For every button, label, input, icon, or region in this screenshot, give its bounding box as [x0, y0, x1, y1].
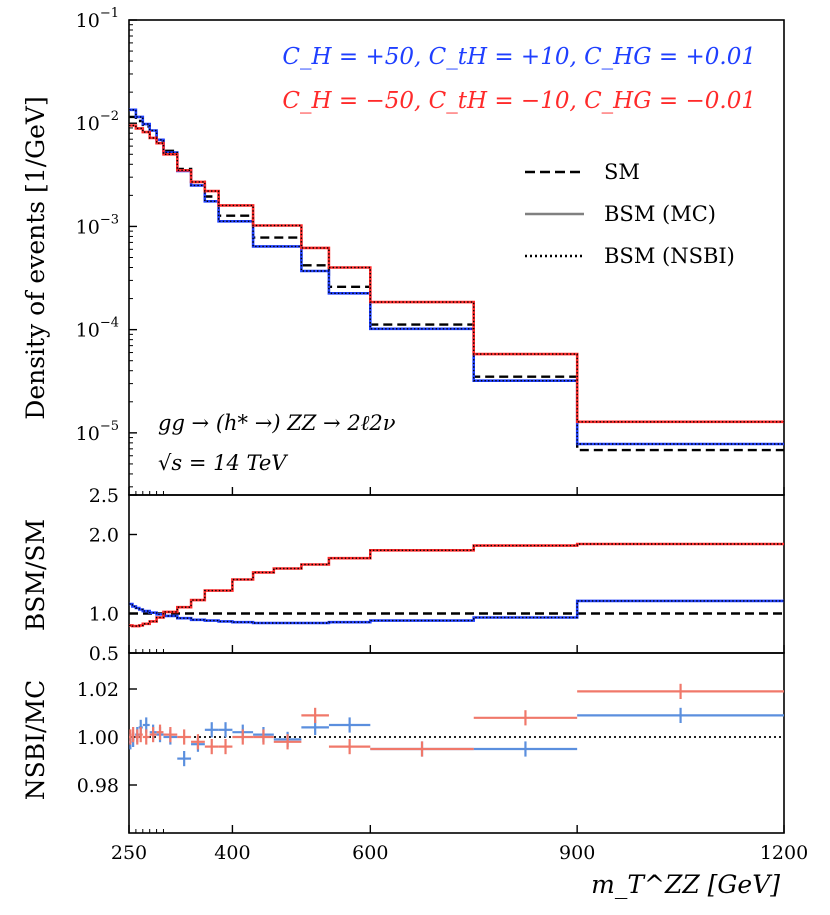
- main-series-1-mc-line: [129, 108, 784, 446]
- main-series-2-mc-line: [129, 124, 784, 424]
- ratio-y-tick-label: 0.5: [89, 643, 119, 665]
- closure-point-red: [177, 729, 192, 745]
- x-tick-label: 1200: [760, 842, 808, 864]
- closure-point-red: [131, 727, 135, 743]
- main-y-tick-label: 10−3: [76, 212, 119, 238]
- main-y-minor-ticks: [129, 24, 133, 488]
- closure-y-tick-label: 0.98: [77, 775, 119, 797]
- main-y-tick-label: 10−5: [76, 419, 119, 445]
- x-tick-label: 600: [352, 842, 388, 864]
- ratio-y-tick-label: 2.0: [89, 525, 119, 547]
- closure-ylabel: NSBI/MC: [21, 680, 50, 800]
- main-y-tick-label: 10−2: [76, 109, 119, 135]
- closure-point-red: [473, 710, 578, 726]
- main-series-2-nsbi-line: [129, 124, 784, 423]
- closure-point-red: [156, 724, 164, 740]
- closure-point-red: [253, 729, 274, 745]
- energy-annotation: √s = 14 TeV: [158, 451, 288, 475]
- closure-point-red: [142, 729, 150, 745]
- main-y-tick-label: 10−4: [76, 316, 119, 342]
- ratio-series-1-mc-line: [129, 599, 784, 625]
- process-annotation: gg → (h* →) ZZ → 2ℓ2ν: [158, 411, 396, 435]
- closure-point-red: [577, 683, 784, 699]
- ratio-series-1-nsbi-line: [129, 600, 784, 624]
- closure-point-red: [204, 739, 219, 755]
- closure-y-tick-label: 1.02: [77, 679, 119, 701]
- main-series-sm: [129, 115, 784, 452]
- closure-point-blue: [577, 707, 784, 723]
- legend: SM BSM (MC) BSM (NSBI): [525, 160, 735, 268]
- ratio-series-2-nsbi-line: [129, 543, 784, 627]
- ratio-y-ticks: 0.5 1.0 2.0 2.5: [89, 485, 137, 665]
- legend-label-bsm-mc: BSM (MC): [604, 202, 716, 226]
- x-axis-label: m_T^ZZ [GeV]: [591, 870, 780, 899]
- closure-y-ticks: 0.98 1.00 1.02: [77, 679, 137, 797]
- main-y-major-ticks: 10−1 10−2 10−3 10−4 10−5: [76, 6, 137, 445]
- closure-y-tick-label: 1.00: [77, 727, 119, 749]
- closure-point-red: [273, 734, 302, 750]
- closure-point-red: [191, 734, 205, 750]
- main-series-1-nsbi-line: [129, 109, 784, 445]
- x-tick-label: 400: [214, 842, 250, 864]
- coef-annotation-blue: C_H = +50, C_tH = +10, C_HG = +0.01: [282, 44, 756, 70]
- ratio-panel-frame: [128, 494, 785, 654]
- closure-point-blue: [473, 741, 578, 757]
- ratio-y-tick-label: 2.5: [89, 485, 119, 507]
- closure-point-red: [135, 729, 140, 745]
- main-series-layer: [129, 108, 784, 452]
- ratio-y-tick-label: 1.0: [89, 604, 119, 626]
- ratio-series-layer: [129, 542, 784, 628]
- closure-point-blue: [177, 751, 192, 767]
- closure-points-layer: [129, 683, 784, 767]
- main-y-ticks: 10−1 10−2 10−3 10−4 10−5: [76, 6, 137, 488]
- closure-point-blue: [328, 717, 371, 733]
- closure-point-red: [138, 727, 143, 743]
- legend-label-bsm-nsbi: BSM (NSBI): [604, 244, 735, 268]
- closure-point-blue: [218, 722, 233, 738]
- closure-point-red: [232, 729, 254, 745]
- main-ylabel: Density of events [1/GeV]: [21, 96, 50, 419]
- x-axis-ticks: 250 400 600 900 1200: [111, 487, 808, 864]
- closure-point-blue: [204, 722, 219, 738]
- ratio-ylabel: BSM/SM: [21, 519, 50, 631]
- coef-annotation-red: C_H = −50, C_tH = −10, C_HG = −0.01: [282, 88, 756, 114]
- main-y-tick-label: 10−1: [76, 6, 119, 32]
- legend-label-sm: SM: [604, 160, 640, 184]
- closure-panel-frame: [128, 652, 785, 834]
- closure-point-red: [163, 727, 178, 743]
- closure-point-red: [370, 741, 474, 757]
- closure-point-red: [218, 739, 233, 755]
- closure-point-red: [328, 739, 371, 755]
- x-tick-label: 900: [559, 842, 595, 864]
- x-tick-label: 250: [111, 842, 147, 864]
- closure-point-red: [149, 727, 157, 743]
- closure-point-red: [301, 707, 329, 723]
- closure-point-red: [129, 729, 132, 745]
